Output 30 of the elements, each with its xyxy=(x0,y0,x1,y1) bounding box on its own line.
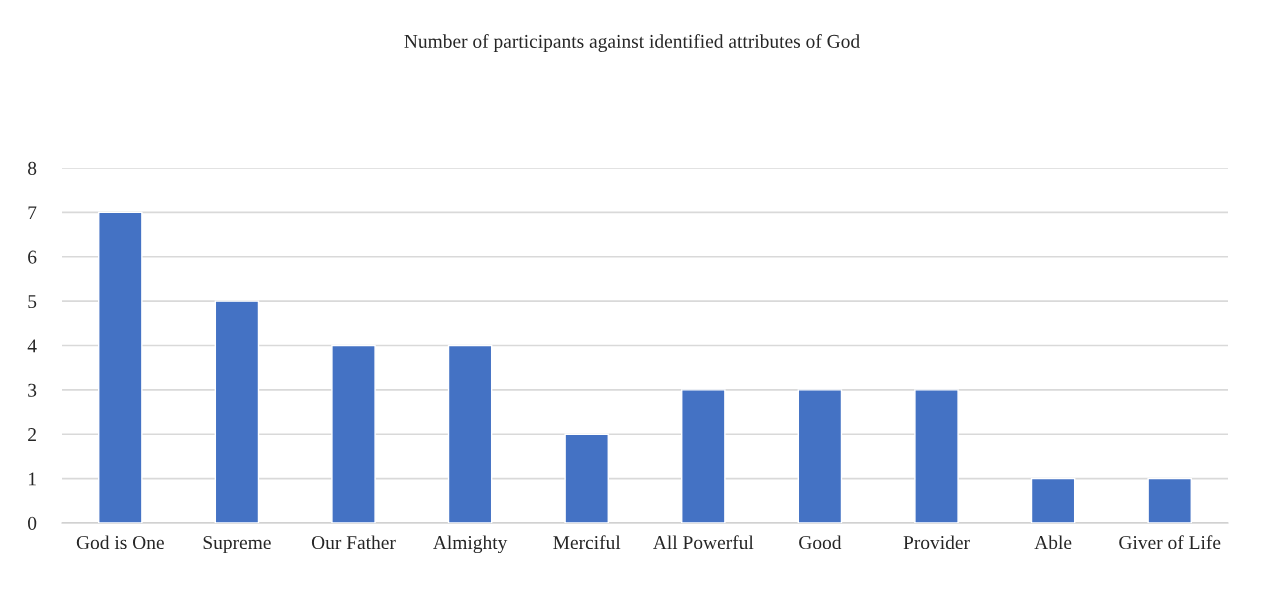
chart-title: Number of participants against identified attributes of God xyxy=(404,34,860,52)
y-tick-label: 6 xyxy=(28,250,37,264)
bar xyxy=(447,344,493,523)
y-tick-label: 1 xyxy=(28,472,36,486)
y-tick-label: 3 xyxy=(28,383,37,397)
x-tick-label: Provider xyxy=(903,535,970,550)
x-tick-label: Able xyxy=(1034,535,1072,550)
y-tick-label: 5 xyxy=(28,295,37,309)
bar xyxy=(681,389,726,523)
x-tick-label: Good xyxy=(799,535,842,550)
y-tick-label: 4 xyxy=(27,339,37,353)
bar xyxy=(331,344,376,523)
x-tick-label: All Powerful xyxy=(653,535,754,550)
y-tick-label: 0 xyxy=(28,516,37,530)
y-tick-label: 2 xyxy=(28,428,36,441)
bar xyxy=(564,433,609,523)
bar xyxy=(914,389,959,523)
bar xyxy=(797,389,843,523)
bar xyxy=(214,300,260,523)
bar xyxy=(1030,477,1076,523)
x-tick-label: Our Father xyxy=(311,535,396,550)
bar xyxy=(1147,477,1192,523)
y-tick-label: 8 xyxy=(28,161,37,175)
y-tick-label: 7 xyxy=(28,206,37,220)
x-tick-label: Giver of Life xyxy=(1119,535,1221,550)
x-tick-label: Merciful xyxy=(553,535,621,550)
bar xyxy=(98,211,143,523)
x-tick-label: Supreme xyxy=(203,536,271,554)
x-tick-label: God is One xyxy=(76,535,164,550)
x-tick-label: Almighty xyxy=(433,535,508,554)
